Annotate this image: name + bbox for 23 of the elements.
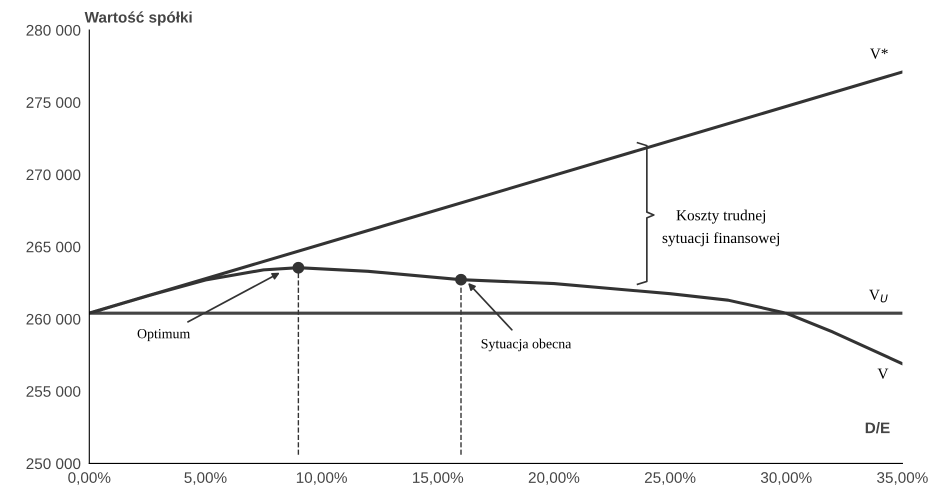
series-label: V$_{U}$: [869, 290, 888, 302]
x-tick-label: 25,00%: [644, 472, 696, 485]
annotation: Sytuacja obecna: [482, 338, 572, 352]
annotation: Optimum: [138, 329, 190, 342]
series-label: V: [878, 368, 888, 379]
x-tick-label: 5,00%: [184, 472, 227, 485]
x-tick-label: 15,00%: [413, 472, 464, 485]
y-tick-label: 280 000: [26, 24, 80, 36]
x-tick-label: 0,00%: [68, 472, 110, 485]
y-tick-label: 250 000: [26, 458, 80, 470]
y-tick-label: 275 000: [26, 97, 80, 108]
annotation: Koszty trudnej sytuacji finansowej: [662, 210, 780, 246]
y-tick-label: 260 000: [26, 314, 80, 325]
y-tick-label: 265 000: [26, 242, 80, 252]
x-tick-label: 35,00%: [877, 472, 928, 485]
series-label: V*: [870, 48, 888, 59]
x-tick-label: 30,00%: [760, 472, 812, 485]
x-axis-title: D/E: [866, 422, 890, 434]
y-tick-label: 270 000: [26, 169, 80, 180]
y-tick-label: 255 000: [26, 386, 80, 397]
x-tick-label: 10,00%: [296, 472, 347, 485]
y-axis-title: Wartość spółki: [84, 11, 192, 26]
x-tick-label: 20,00%: [528, 472, 580, 485]
